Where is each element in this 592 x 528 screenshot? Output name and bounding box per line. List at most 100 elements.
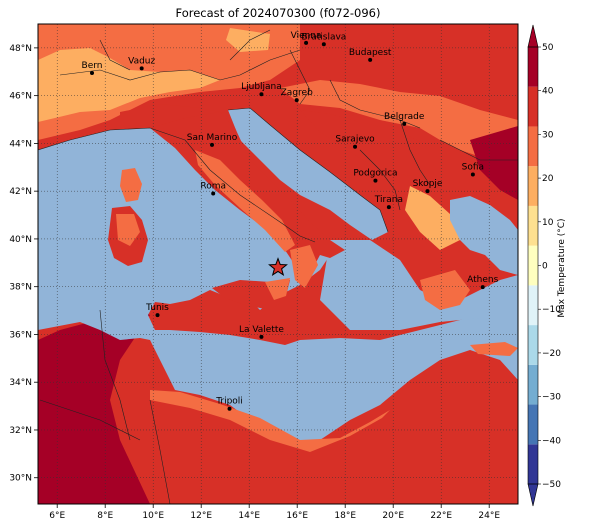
colorbar-segment [528, 126, 538, 167]
colorbar-segment [528, 245, 538, 286]
lon-tick-label: 12°E [190, 511, 212, 521]
star-icon [268, 257, 288, 277]
lon-tick-label: 16°E [286, 511, 308, 521]
longitude-ticks: 6°E 8°E 10°E 12°E 14°E 16°E 18°E 20°E 22°E 24°E [49, 504, 500, 521]
city-label: Athens [467, 275, 498, 285]
city-label: Belgrade [384, 112, 425, 122]
city-label: Bern [82, 61, 103, 71]
colorbar-tick-label: 20 [542, 174, 554, 184]
colorbar-label: Max Temperature (°C) [557, 218, 567, 318]
city-dot [386, 205, 391, 210]
city-dot [304, 40, 309, 45]
colorbar-tick-label: −20 [542, 349, 561, 359]
colorbar-tick-label: 30 [542, 130, 554, 140]
colorbar-segment [528, 166, 538, 206]
colorbar-max-arrow [527, 24, 539, 48]
colorbar-segment [528, 285, 538, 326]
star-marker [268, 257, 288, 277]
city-dot [90, 70, 94, 75]
lon-tick-label: 10°E [142, 511, 164, 521]
city-label: Budapest [349, 48, 392, 58]
map-frame [37, 23, 519, 505]
lat-tick-label: 44°N [9, 139, 32, 149]
city-dot [402, 121, 407, 126]
lat-tick-label: 40°N [9, 235, 32, 245]
city-label: Tirana [374, 195, 403, 205]
city-label: La Valette [239, 325, 284, 335]
city-label: Vienna [291, 31, 322, 41]
colorbar-tick-label: −50 [542, 480, 561, 490]
city-dot [353, 144, 358, 149]
corsica-island [120, 168, 142, 202]
lat-tick-label: 38°N [9, 283, 32, 293]
city-label: Tunis [145, 303, 169, 313]
balkan-hottest-zone [470, 126, 518, 200]
city-dot [373, 178, 378, 183]
colorbar-tick-label: −40 [542, 436, 561, 446]
city-dot [227, 406, 232, 411]
city-label: Skopje [413, 179, 443, 189]
city-label: San Marino [187, 133, 238, 143]
lon-tick-label: 14°E [238, 511, 260, 521]
colorbar-min-arrow [527, 483, 539, 507]
libya-coast-warm [150, 390, 390, 452]
balkan-warm-zone [280, 80, 518, 170]
city-dot [259, 92, 264, 97]
greece-cool-zone [405, 186, 460, 250]
lat-tick-label: 42°N [9, 187, 32, 197]
city-label: Ljubljana [241, 82, 282, 92]
peloponnese [420, 270, 470, 310]
city-label: Podgorica [353, 169, 397, 179]
crete-island [470, 342, 518, 356]
colorbar-tick-label: 50 [542, 43, 554, 53]
city-label: Sarajevo [335, 135, 375, 145]
lat-tick-label: 34°N [9, 378, 32, 388]
city-dot [425, 189, 430, 194]
lat-tick-label: 46°N [9, 92, 32, 102]
colorbar-segment [528, 404, 538, 445]
city-label: Zagreb [281, 88, 313, 98]
lat-tick-label: 30°N [9, 474, 32, 484]
alps-cool-zone [38, 48, 220, 122]
colorbar-tick-label: 10 [542, 218, 554, 228]
colorbar-tick-label: −30 [542, 393, 561, 403]
lon-tick-label: 22°E [430, 511, 452, 521]
city-label: Vaduz [128, 56, 155, 66]
lon-tick-label: 6°E [49, 511, 65, 521]
city-dot [480, 285, 485, 290]
sicily-warm-edge [265, 278, 290, 300]
balkan-hot-zone [300, 110, 430, 176]
lon-tick-label: 18°E [334, 511, 356, 521]
city-dot [368, 57, 373, 62]
city-dot [139, 66, 144, 71]
colorbar-tick-label: 40 [542, 87, 554, 97]
lat-tick-label: 48°N [9, 44, 32, 54]
colorbar-segment [528, 364, 538, 405]
colorbar-tick-label: −10 [542, 305, 561, 315]
lon-tick-label: 8°E [97, 511, 113, 521]
colorbar-segment [528, 47, 538, 87]
map-title: Forecast of 2024070300 (f072-096) [175, 6, 381, 20]
city-dot [210, 142, 214, 147]
adriatic-sea [228, 108, 388, 240]
city-label: Sofia [462, 162, 484, 172]
sardinia-warm-zone [116, 214, 140, 246]
country-borders [38, 29, 518, 504]
africa-hottest-zone [38, 320, 150, 504]
city-dot [259, 334, 264, 339]
italy-warm-spine [195, 150, 295, 252]
city-dot [470, 172, 475, 177]
colorbar-tick-label: 0 [542, 262, 548, 272]
colorbar-segment [528, 325, 538, 365]
lat-tick-label: 36°N [9, 330, 32, 340]
city-dot [294, 98, 299, 103]
latitude-ticks: 48°N 46°N 44°N 42°N 40°N 38°N 36°N 34°N 32°N 30°N [9, 44, 38, 484]
graticule [38, 24, 518, 504]
city-label: Tripoli [215, 397, 243, 407]
city-label: Roma [200, 182, 226, 192]
city-dot [321, 42, 326, 47]
colorbar: 50 40 30 20 10 0 −10 −20 −30 −40 −50 [527, 24, 561, 507]
alps-cool-zone-2 [226, 28, 270, 52]
